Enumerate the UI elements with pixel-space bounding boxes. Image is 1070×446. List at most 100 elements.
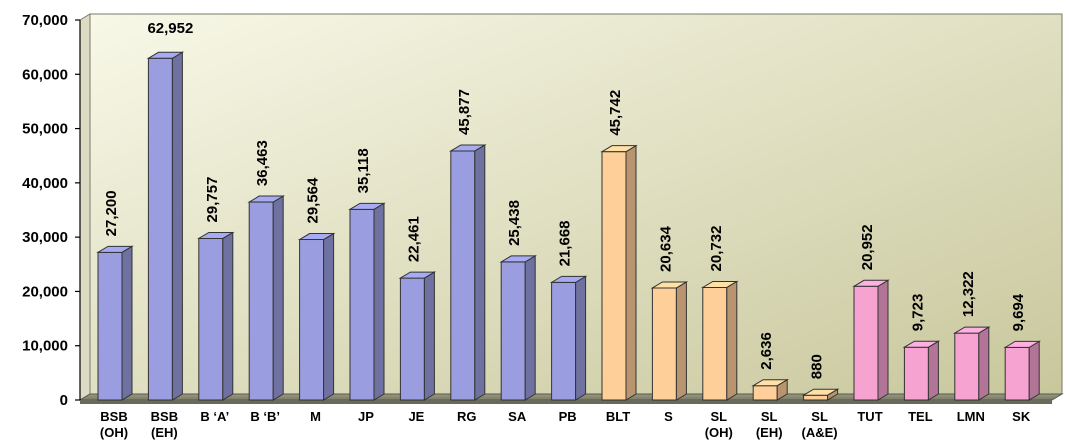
y-tick-label: 50,000 (22, 121, 68, 138)
bar-top (700, 280, 739, 288)
bar (902, 340, 941, 401)
bar-side (726, 280, 738, 401)
data-label: 27,200 (103, 190, 120, 236)
x-tick-label: LMN (957, 409, 985, 424)
bar-front (954, 332, 980, 401)
bar-front (147, 57, 173, 401)
data-label: 21,668 (557, 220, 574, 266)
bar (448, 144, 487, 401)
data-label: 25,438 (506, 200, 523, 246)
bar-front (1004, 346, 1030, 401)
bar-front (248, 201, 274, 401)
bar-side (524, 255, 536, 401)
bar-front (299, 239, 325, 401)
data-label: 20,732 (708, 226, 725, 272)
bar-top (297, 233, 336, 241)
x-tick-label: BSB (OH) (100, 409, 128, 440)
bar (1003, 340, 1042, 401)
bar-top (549, 275, 588, 283)
floor-edge (80, 400, 1052, 404)
y-axis: 0 10,000 20,000 30,000 40,000 50,000 60,000 70,… (22, 12, 81, 409)
x-tick-label: SL (A&E) (802, 409, 838, 440)
bar-side (171, 51, 183, 401)
bar-top (96, 245, 134, 253)
x-tick-label: TEL (908, 409, 933, 424)
bar-top (146, 51, 185, 59)
x-tick-label: SA (508, 409, 527, 424)
bar-front (198, 237, 224, 401)
bar-front (450, 150, 476, 401)
bar (348, 202, 386, 401)
data-label: 2,636 (758, 332, 775, 370)
bar (751, 378, 790, 401)
data-label: 29,757 (204, 177, 221, 223)
bar-top (751, 379, 790, 387)
bars (96, 51, 1042, 401)
bar-side (474, 144, 486, 401)
bar-front (97, 251, 123, 401)
y-tick-label: 30,000 (22, 229, 68, 246)
bar-side (978, 326, 990, 401)
data-label: 20,952 (859, 224, 876, 270)
data-label: 9,723 (909, 294, 926, 332)
bar-top (398, 271, 437, 279)
x-tick-label: RG (457, 409, 477, 424)
data-label: 20,634 (657, 225, 674, 272)
bar (398, 271, 437, 401)
x-tick-label: M (310, 409, 321, 424)
bar-top (1003, 340, 1042, 348)
bar-side (675, 281, 687, 401)
bar (297, 232, 336, 401)
bar-front (803, 394, 829, 401)
bar-side (877, 279, 889, 401)
bar-top (801, 388, 840, 396)
x-tick-label: SK (1012, 409, 1031, 424)
x-tick-label: SL (OH) (705, 409, 733, 440)
bar-top (196, 231, 235, 239)
bar-front (349, 208, 375, 401)
bar-front (500, 261, 526, 401)
data-label: 29,564 (305, 177, 322, 224)
bar (700, 280, 739, 401)
y-tick-label: 0 (60, 392, 68, 409)
data-label: 12,322 (960, 271, 977, 317)
x-tick-label: B ‘B’ (250, 409, 280, 424)
data-label: 36,463 (254, 140, 271, 186)
bar-top (600, 145, 638, 153)
bar (852, 279, 890, 401)
bar-side (222, 231, 234, 401)
x-tick-label: JE (408, 409, 424, 424)
bar-top (650, 281, 689, 289)
data-label: 35,118 (355, 148, 372, 193)
x-tick-label: PB (559, 409, 577, 424)
bar-side (121, 245, 133, 401)
data-label: 22,461 (405, 216, 422, 262)
x-tick-label: JP (358, 409, 374, 424)
bar-front (551, 281, 577, 401)
bar (247, 195, 286, 401)
data-labels: 27,200 62,952 29,757 36,463 29,564 35,118 22,4… (103, 20, 1027, 379)
bar (600, 144, 638, 401)
x-tick-label: S (664, 409, 673, 424)
y-tick-label: 10,000 (22, 338, 68, 355)
data-label: 62,952 (147, 20, 193, 37)
bar-side (625, 144, 637, 401)
data-label: 45,877 (456, 89, 473, 135)
bar-top (952, 326, 991, 334)
bar-side (373, 202, 385, 401)
y-tick-label: 20,000 (22, 283, 68, 300)
bar-top (852, 279, 890, 287)
bar-side (1028, 340, 1040, 401)
y-tick-label: 70,000 (22, 12, 68, 29)
bar (801, 388, 840, 401)
bar-top (499, 255, 538, 263)
bar-front (853, 285, 879, 401)
bar-side (423, 271, 435, 401)
x-tick-label: BSB (EH) (151, 409, 178, 440)
bar (650, 281, 689, 401)
y-tick-label: 60,000 (22, 66, 68, 83)
x-tick-label: SL (EH) (756, 409, 783, 440)
bar-side (272, 195, 284, 401)
